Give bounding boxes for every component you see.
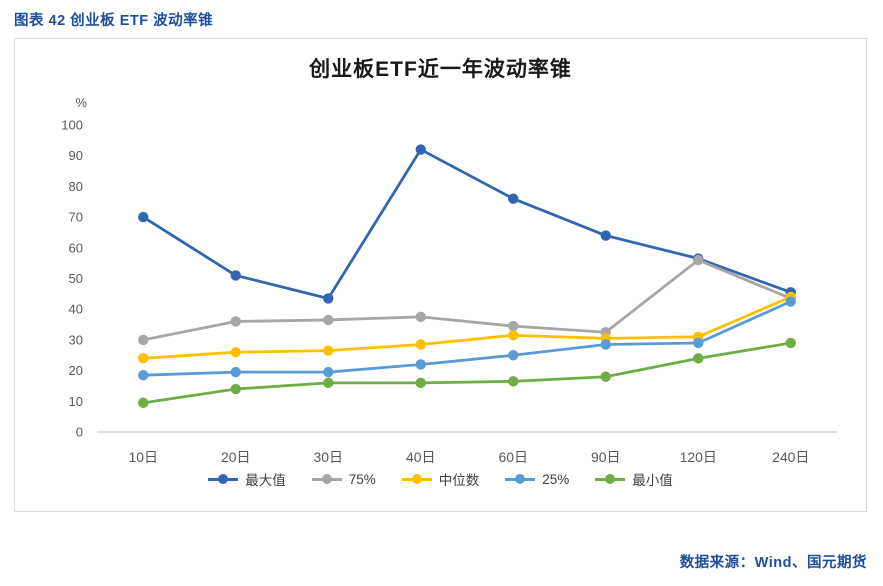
y-tick-label: 80 bbox=[69, 179, 83, 194]
data-point-marker bbox=[323, 366, 334, 378]
series-line bbox=[141, 258, 793, 342]
data-point-marker bbox=[415, 377, 426, 389]
data-source: 数据来源：Wind、国元期货 bbox=[679, 555, 867, 571]
data-point-marker bbox=[600, 339, 611, 350]
x-axis-label: 240日 bbox=[772, 449, 809, 465]
data-point-marker bbox=[230, 366, 241, 378]
legend-dot-icon bbox=[605, 474, 616, 484]
chart-legend: 最大值 75% 中位数 25% 最小值 bbox=[15, 469, 866, 489]
y-tick-label: 30 bbox=[69, 332, 83, 347]
legend-dot-icon bbox=[411, 474, 422, 484]
legend-dot-icon bbox=[321, 474, 332, 484]
data-point-marker bbox=[600, 371, 611, 382]
legend-item: 中位数 bbox=[401, 469, 480, 489]
legend-label: 最小值 bbox=[632, 473, 673, 488]
data-point-marker bbox=[138, 397, 149, 409]
legend-label: 最大值 bbox=[245, 473, 286, 488]
y-tick-label: 100 bbox=[61, 118, 83, 133]
x-axis-label: 10日 bbox=[128, 449, 158, 465]
legend-marker-icon bbox=[208, 474, 239, 484]
data-point-marker bbox=[230, 270, 241, 281]
y-tick-label: 60 bbox=[69, 240, 83, 255]
legend-item: 25% bbox=[505, 472, 569, 487]
series-line bbox=[141, 295, 793, 360]
data-point-marker bbox=[785, 296, 796, 307]
x-axis-label: 90日 bbox=[591, 449, 621, 465]
data-point-marker bbox=[415, 311, 426, 323]
legend-label: 中位数 bbox=[438, 473, 480, 488]
data-point-marker bbox=[138, 370, 149, 381]
series-line bbox=[141, 148, 793, 300]
legend-item: 75% bbox=[311, 471, 376, 487]
data-point-marker bbox=[323, 314, 334, 326]
legend-dot-icon bbox=[218, 474, 229, 484]
series-25% bbox=[138, 296, 796, 381]
data-point-marker bbox=[415, 359, 426, 370]
data-point-marker bbox=[230, 316, 241, 327]
data-point-marker bbox=[693, 254, 704, 266]
data-point-marker bbox=[323, 345, 334, 356]
series-最大值 bbox=[138, 144, 796, 304]
data-point-marker bbox=[508, 193, 519, 204]
data-point-marker bbox=[693, 337, 704, 349]
legend-marker-icon bbox=[311, 474, 342, 484]
legend-dot-icon bbox=[515, 474, 526, 484]
x-axis-label: 120日 bbox=[680, 449, 717, 465]
data-point-marker bbox=[508, 320, 519, 332]
chart-container: 创业板ETF近一年波动率锥 % 0 10 20 30 40 50 60 70 80 90 100 10… bbox=[14, 38, 867, 512]
y-tick-label: 20 bbox=[69, 363, 83, 378]
data-point-marker bbox=[785, 337, 796, 349]
legend-item: 最小值 bbox=[595, 469, 673, 489]
data-point-marker bbox=[230, 346, 241, 358]
x-axis-label: 20日 bbox=[221, 449, 251, 465]
series-line bbox=[141, 300, 793, 377]
data-point-marker bbox=[508, 376, 519, 387]
x-axis-label: 60日 bbox=[498, 449, 528, 465]
series-75% bbox=[138, 254, 796, 346]
volatility-cone-line-chart: % 0 10 20 30 40 50 60 70 80 90 100 10日 20日 30日 40日 60日 9… bbox=[61, 95, 837, 465]
series-最小值 bbox=[138, 337, 796, 409]
y-tick-label: 70 bbox=[69, 210, 83, 225]
legend-label: 75% bbox=[348, 471, 376, 487]
series-line bbox=[141, 341, 793, 405]
data-point-marker bbox=[693, 353, 704, 364]
y-tick-label: 10 bbox=[69, 394, 83, 409]
legend-marker-icon bbox=[505, 474, 536, 484]
x-axis-label: 40日 bbox=[406, 449, 436, 465]
chart-title: 创业板ETF近一年波动率锥 bbox=[309, 58, 572, 81]
legend-label: 25% bbox=[542, 471, 570, 487]
data-point-marker bbox=[138, 211, 149, 223]
y-axis-unit-label: % bbox=[75, 95, 87, 110]
data-point-marker bbox=[138, 334, 149, 346]
legend-marker-icon bbox=[595, 474, 626, 484]
x-axis-label: 30日 bbox=[313, 449, 343, 465]
data-point-marker bbox=[415, 339, 426, 350]
data-point-marker bbox=[415, 144, 426, 155]
y-tick-label: 0 bbox=[76, 425, 83, 440]
data-point-marker bbox=[323, 377, 334, 389]
data-point-marker bbox=[600, 230, 611, 241]
data-point-marker bbox=[230, 383, 241, 395]
figure-caption: 图表 42 创业板 ETF 波动率锥 bbox=[14, 13, 214, 29]
y-tick-label: 90 bbox=[69, 148, 83, 163]
legend-marker-icon bbox=[401, 474, 432, 484]
data-point-marker bbox=[508, 350, 519, 361]
legend-item: 最大值 bbox=[208, 469, 286, 489]
y-tick-label: 50 bbox=[69, 271, 83, 286]
data-point-marker bbox=[508, 330, 519, 341]
data-point-marker bbox=[138, 353, 149, 364]
series-中位数 bbox=[138, 291, 796, 364]
data-point-marker bbox=[323, 293, 334, 304]
y-tick-label: 40 bbox=[69, 302, 83, 317]
